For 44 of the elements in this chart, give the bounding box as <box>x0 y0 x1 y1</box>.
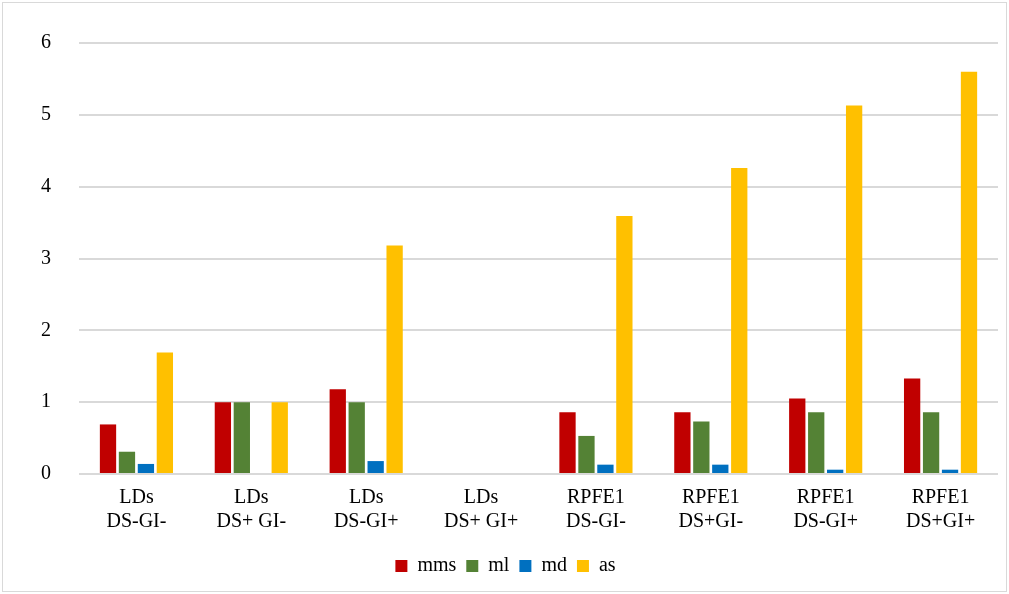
bar <box>674 412 691 473</box>
bar <box>559 412 576 473</box>
legend-label: ml <box>488 553 510 576</box>
bar <box>348 402 365 473</box>
bar <box>214 402 232 473</box>
bar <box>156 352 174 473</box>
bar <box>271 402 288 473</box>
legend-label: as <box>598 553 616 576</box>
bar <box>903 378 921 473</box>
bar <box>731 167 748 473</box>
bar <box>616 216 633 473</box>
x-tick-label: LDs DS-GI- <box>106 485 167 532</box>
y-tick-label: 2 <box>41 317 51 340</box>
x-tick-label: RPFE1 DS-GI- <box>565 485 626 532</box>
bar <box>845 105 863 473</box>
x-tick-label: RPFE1 DS-GI+ <box>793 485 858 532</box>
bar <box>367 461 384 473</box>
bar <box>578 435 595 473</box>
y-tick-label: 0 <box>41 461 51 484</box>
bar <box>118 451 136 473</box>
bar <box>329 389 346 473</box>
x-tick-label: RPFE1 DS+GI- <box>678 485 744 532</box>
bar <box>233 402 250 473</box>
bar <box>99 424 117 473</box>
bar <box>922 412 940 473</box>
bar <box>386 245 403 473</box>
bar <box>960 71 978 473</box>
y-tick-label: 5 <box>41 102 51 125</box>
legend-label: md <box>541 553 567 576</box>
bar <box>712 464 729 473</box>
y-tick-label: 1 <box>41 389 51 412</box>
x-tick-label: LDs DS+ GI+ <box>443 485 519 532</box>
y-tick-label: 3 <box>41 245 51 268</box>
x-tick-label: RPFE1 DS+GI+ <box>905 485 976 532</box>
bar <box>808 412 825 473</box>
y-tick-label: 4 <box>41 173 51 196</box>
x-tick-label: LDs DS-GI+ <box>333 485 399 532</box>
legend-label: mms <box>417 553 457 576</box>
x-tick-label: LDs DS+ GI- <box>216 485 287 532</box>
bar <box>597 464 614 473</box>
bar <box>693 421 710 473</box>
bar <box>789 398 806 473</box>
y-tick-label: 6 <box>41 30 51 53</box>
bar <box>137 463 155 473</box>
